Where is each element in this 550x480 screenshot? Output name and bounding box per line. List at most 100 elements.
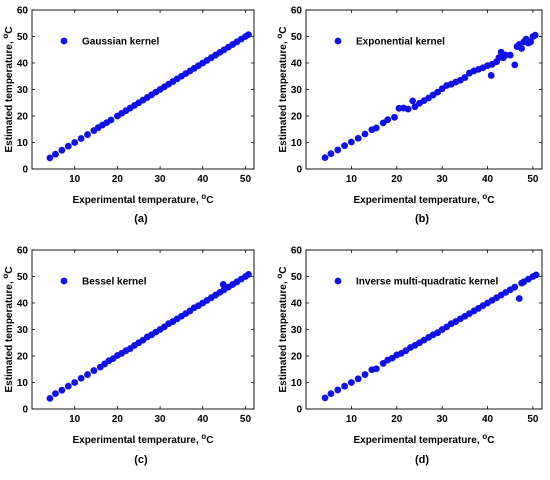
panel-d-plot-frame <box>305 249 543 410</box>
panel-a-y-axis-unit-degree: o <box>1 34 10 39</box>
panel-a-data-point <box>64 142 72 150</box>
panel-c-ytick-label: 10 <box>17 378 29 389</box>
panel-a: 0 10 20 30 40 50 60 10 20 30 40 50 Experimental temp… <box>1 6 255 225</box>
panel-b-data-point <box>334 146 342 154</box>
panel-c-plot-frame <box>31 249 255 410</box>
panel-a-ytick-label: 30 <box>17 85 29 96</box>
panel-d-x-axis-unit: C <box>487 435 494 446</box>
panel-c-xtick-label: 40 <box>197 414 209 425</box>
panel-a-ytick-label: 50 <box>17 32 29 43</box>
panel-c-ytick-label: 60 <box>17 246 29 257</box>
panel-b-ytick-label: 40 <box>291 59 303 70</box>
panel-d-legend-marker <box>334 277 342 285</box>
panel-c-data-point <box>64 382 72 390</box>
panel-b-x-axis-unit-degree: o <box>482 192 487 201</box>
panel-b-data-point <box>354 134 362 142</box>
panel-d-xtick-label: 30 <box>437 414 449 425</box>
panel-c-y-axis-label-text: Estimated temperature, <box>4 279 15 393</box>
panel-c-ytick-label: 40 <box>17 299 29 310</box>
panel-d-data-point <box>515 295 523 302</box>
panel-c-data-point <box>58 386 66 394</box>
panel-b-legend-label: Exponential kernel <box>356 37 445 48</box>
panel-c-xtick-label: 20 <box>112 414 124 425</box>
panel-b-data-point <box>321 154 329 162</box>
panel-b-data-point <box>327 150 335 158</box>
panel-c-x-axis-unit: C <box>206 435 213 446</box>
panel-a-xtick-label: 10 <box>69 174 81 185</box>
panel-d-y-axis-label-text: Estimated temperature, <box>278 279 289 393</box>
panel-c-legend-marker <box>60 277 68 285</box>
panel-d-data-point <box>372 365 380 373</box>
panel-b-data-point <box>511 61 519 69</box>
panel-b-ytick-label: 0 <box>296 165 302 176</box>
panel-b-data-point <box>461 74 469 81</box>
panel-a-caption: (a) <box>134 213 148 225</box>
panel-b-y-axis-label: Estimated temperature, oC <box>275 26 289 152</box>
panel-d-legend-label: Inverse multi-quadratic kernel <box>356 277 498 288</box>
panel-d-ytick-label: 10 <box>291 378 303 389</box>
panel-c-y-axis-unit: C <box>4 266 15 273</box>
panel-d-x-axis-label: Experimental temperature, oC <box>353 432 494 446</box>
panel-c-x-axis-unit-degree: o <box>201 432 206 441</box>
panel-c-y-axis-unit-degree: o <box>1 274 10 279</box>
panel-d-data-point <box>354 375 362 383</box>
panel-d-xtick-label: 40 <box>482 414 494 425</box>
panel-d-ytick-label: 30 <box>291 325 303 336</box>
panel-c-ytick-label: 50 <box>17 272 29 283</box>
panel-b-data-point <box>347 138 355 146</box>
panel-b-xtick-label: 30 <box>437 174 449 185</box>
panel-b-x-axis-label: Experimental temperature, oC <box>353 192 494 206</box>
panel-c-data-point <box>219 281 227 288</box>
panel-d-series <box>321 271 540 402</box>
panel-d-xtick-label: 20 <box>391 414 403 425</box>
panel-a-x-axis-label-text: Experimental temperature, <box>72 195 201 206</box>
panel-b-data-point <box>391 113 398 121</box>
panel-c-data-point <box>46 395 54 402</box>
panel-c-data-point <box>52 390 59 398</box>
panel-c-ytick-label: 30 <box>17 325 29 336</box>
panel-b-y-axis-unit: C <box>278 26 289 33</box>
panel-d-xtick-label: 50 <box>527 414 539 425</box>
panel-a-data-point <box>77 135 85 142</box>
panel-d-ytick-label: 60 <box>291 246 303 257</box>
panel-a-ytick-label: 10 <box>17 138 29 149</box>
panel-d-data-point <box>341 382 348 390</box>
panel-b-ytick-label: 20 <box>291 112 303 123</box>
panel-a-y-axis-label: Estimated temperature, oC <box>1 26 15 152</box>
panel-c-legend-label: Bessel kernel <box>82 277 147 288</box>
panel-c-data-point <box>71 379 79 386</box>
panel-b-ytick-label: 60 <box>291 6 303 17</box>
panel-a-x-axis-unit: C <box>206 195 213 206</box>
panel-b-caption: (b) <box>415 213 429 225</box>
panel-d-ytick-label: 20 <box>291 352 303 363</box>
panel-a-ytick-label: 0 <box>22 165 28 176</box>
panel-d-y-axis-unit-degree: o <box>275 274 284 279</box>
panel-d-data-point <box>532 271 540 279</box>
panel-b-data-point <box>487 72 495 79</box>
panel-a-data-point <box>52 150 59 158</box>
panel-a-legend-label: Gaussian kernel <box>82 37 159 48</box>
panel-b-data-point <box>518 45 525 52</box>
panel-b-x-axis-unit: C <box>487 195 494 206</box>
panel-a-y-axis-unit: C <box>4 26 15 33</box>
panel-b-y-axis-unit-degree: o <box>275 34 284 39</box>
panel-a-legend-marker <box>60 37 68 45</box>
panel-c-xtick-label: 10 <box>69 414 81 425</box>
panel-b-xtick-label: 40 <box>482 174 494 185</box>
panel-a-x-axis-unit-degree: o <box>201 192 206 201</box>
panel-b-data-point <box>409 97 417 105</box>
panel-d-data-point <box>361 371 369 378</box>
panel-b-xtick-label: 50 <box>527 174 539 185</box>
panel-b-ytick-label: 50 <box>291 32 303 43</box>
panel-a-ytick-label: 20 <box>17 112 29 123</box>
panel-b-series <box>321 31 539 162</box>
panel-c-data-point <box>245 270 252 278</box>
panel-a-x-axis-label: Experimental temperature, oC <box>72 192 213 206</box>
panel-b: 0 10 20 30 40 50 60 10 20 30 40 50 Experimental temp… <box>275 6 543 225</box>
panel-a-data-point <box>84 131 91 138</box>
panel-c-ytick-label: 20 <box>17 352 29 363</box>
panel-d-data-point <box>327 390 335 398</box>
panel-d-data-point <box>511 283 519 291</box>
panel-c-ytick-label: 0 <box>22 405 28 416</box>
